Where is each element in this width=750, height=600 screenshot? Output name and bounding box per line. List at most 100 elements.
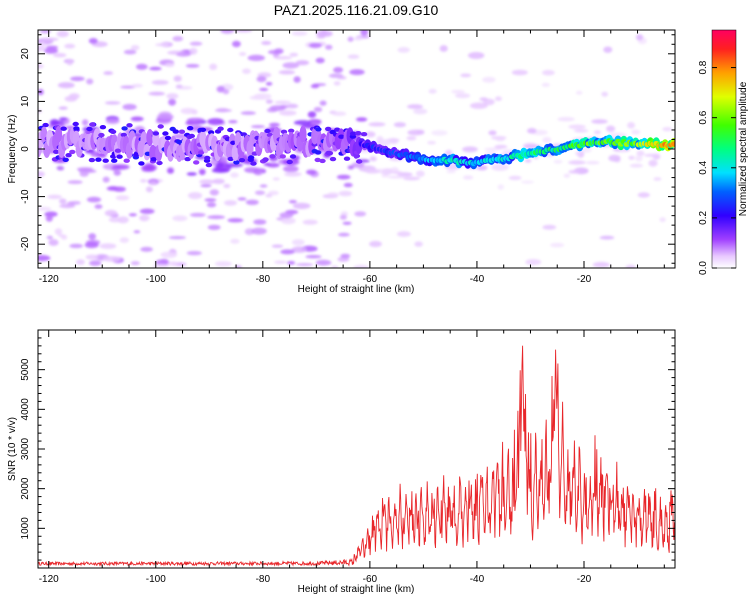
spectrogram-background-cell xyxy=(636,150,645,157)
spectrogram-background-cell xyxy=(495,136,505,142)
spectrogram-background-cell xyxy=(591,119,608,124)
top-y-axis-label: Frequency (Hz) xyxy=(7,115,18,184)
spectrogram-background-cell xyxy=(414,241,423,247)
tick-label: 4000 xyxy=(20,398,31,421)
spectrogram-background-cell xyxy=(354,211,367,217)
spectrogram-background-cell xyxy=(308,42,322,49)
spectrogram-background-cell xyxy=(636,34,644,41)
spectrogram-background-cell xyxy=(244,167,261,173)
spectrogram-background-cell xyxy=(59,117,68,121)
spectrogram-ridge-cell xyxy=(198,150,205,155)
spectrogram-ridge-cell xyxy=(121,126,128,131)
spectrogram-background-cell xyxy=(635,155,643,162)
spectrogram-background-cell xyxy=(70,76,85,82)
spectrogram-ridge-cell xyxy=(99,125,107,130)
spectrogram-ridge-cell xyxy=(146,129,154,146)
spectrogram-background-cell xyxy=(307,111,317,118)
tick-label: -120 xyxy=(39,274,59,285)
spectrogram-ridge-cell xyxy=(65,153,72,158)
spectrogram-background-cell xyxy=(128,213,137,217)
spectrogram-background-cell xyxy=(349,69,365,76)
spectrogram-background-cell xyxy=(45,215,53,222)
spectrogram-background-cell xyxy=(209,63,218,70)
spectrogram-background-cell xyxy=(155,43,170,47)
spectrogram-background-cell xyxy=(206,202,217,208)
spectrogram-background-cell xyxy=(209,189,219,196)
spectrogram-background-cell xyxy=(191,109,198,115)
spectrogram-background-cell xyxy=(333,67,344,73)
bottom-x-axis-label: Height of straight line (km) xyxy=(298,584,415,595)
spectrogram-background-cell xyxy=(152,264,170,268)
spectrogram-ridge-cell xyxy=(55,125,63,143)
spectrogram-ridge-cell xyxy=(42,122,49,128)
spectrogram-background-cell xyxy=(172,215,188,222)
spectrogram-background-cell xyxy=(606,125,616,133)
spectrogram-background-cell xyxy=(38,63,44,69)
tick-label: 20 xyxy=(20,48,31,60)
spectrogram-background-cell xyxy=(232,40,241,48)
spectrogram-background-cell xyxy=(439,45,448,52)
spectrogram-background-cell xyxy=(185,121,201,126)
spectrogram-background-cell xyxy=(212,178,225,184)
spectrogram-background-cell xyxy=(585,161,600,165)
spectrogram-background-cell xyxy=(227,218,244,223)
spectrogram-background-cell xyxy=(131,83,143,88)
bottom-y-axis-label: SNR (10 * v/v) xyxy=(7,417,18,481)
spectrogram-background-cell xyxy=(494,144,508,149)
spectrogram-background-cell xyxy=(508,175,522,181)
spectrogram-background-cell xyxy=(637,192,650,198)
spectrogram-background-cell xyxy=(86,196,102,203)
spectrogram-background-cell xyxy=(338,190,353,197)
spectrogram-background-cell xyxy=(391,171,403,175)
spectrogram-background-cell xyxy=(41,37,59,41)
spectrogram-background-cell xyxy=(511,69,528,76)
spectrogram-background-cell xyxy=(186,172,197,176)
spectrogram-background-cell xyxy=(189,41,203,46)
spectrogram-background-cell xyxy=(215,108,230,113)
spectrogram-background-cell xyxy=(342,221,352,225)
spectrogram-background-cell xyxy=(397,47,410,53)
spectrogram-background-cell xyxy=(220,30,235,34)
spectrogram-background-cell xyxy=(293,120,312,126)
spectrogram-background-cell xyxy=(287,261,296,265)
spectrogram-background-cell xyxy=(230,172,239,178)
spectrogram-background-cell xyxy=(214,261,232,267)
spectrogram-background-cell xyxy=(353,264,369,268)
spectrogram-background-cell xyxy=(247,54,265,62)
spectrogram-background-cell xyxy=(141,164,157,171)
tick-label: 10 xyxy=(20,95,31,107)
spectrogram-background-cell xyxy=(347,36,354,42)
spectrogram-ridge-cell xyxy=(205,162,213,168)
spectrogram-background-cell xyxy=(222,89,230,95)
spectrogram-background-cell xyxy=(397,231,411,237)
spectrogram-background-cell xyxy=(568,160,586,165)
spectrogram-ridge-cell xyxy=(227,127,234,133)
spectrogram-background-cell xyxy=(86,78,94,85)
spectrogram-background-cell xyxy=(608,154,621,162)
spectrogram-background-cell xyxy=(47,194,62,199)
tick-label: 0 xyxy=(20,146,31,152)
spectrogram-background-cell xyxy=(468,52,485,59)
spectrogram-background-cell xyxy=(343,182,353,188)
spectrogram-background-cell xyxy=(272,177,280,181)
spectrogram-ridge-cell xyxy=(188,133,195,139)
spectrogram-ridge-cell xyxy=(199,127,207,132)
spectrogram-background-cell xyxy=(319,100,327,106)
spectrogram-background-cell xyxy=(279,110,297,116)
spectrogram-ridge-cell xyxy=(325,126,332,132)
tick-label: -100 xyxy=(146,274,166,285)
spectrogram-background-cell xyxy=(407,104,423,109)
snr-series-line xyxy=(38,345,675,567)
spectrogram-background-cell xyxy=(653,177,662,181)
spectrogram-background-cell xyxy=(237,197,247,201)
spectrogram-background-cell xyxy=(224,200,237,206)
spectrogram-background-cell xyxy=(88,233,97,240)
spectrogram-background-cell xyxy=(259,87,269,92)
spectrogram-background-cell xyxy=(482,76,496,83)
spectrogram-background-cell xyxy=(573,129,589,133)
spectrogram-background-cell xyxy=(189,212,206,217)
spectrogram-ridge-cell xyxy=(152,131,160,136)
spectrogram-background-cell xyxy=(296,263,314,267)
spectrogram-background-cell xyxy=(79,171,89,177)
